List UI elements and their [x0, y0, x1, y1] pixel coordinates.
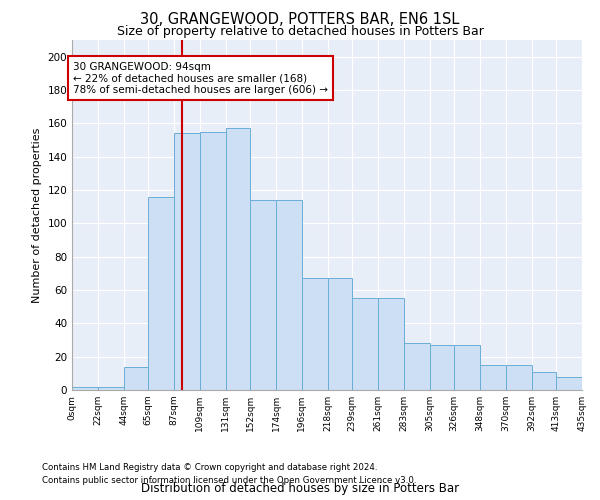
Y-axis label: Number of detached properties: Number of detached properties [32, 128, 42, 302]
Bar [404, 344, 430, 390]
Bar [98, 386, 124, 390]
Bar [556, 376, 582, 390]
Bar [226, 128, 250, 390]
Bar [124, 366, 148, 390]
Bar [250, 200, 276, 390]
Bar [148, 196, 174, 390]
Text: Contains HM Land Registry data © Crown copyright and database right 2024.: Contains HM Land Registry data © Crown c… [42, 464, 377, 472]
Bar [302, 278, 328, 390]
Bar [352, 298, 378, 390]
Text: 30, GRANGEWOOD, POTTERS BAR, EN6 1SL: 30, GRANGEWOOD, POTTERS BAR, EN6 1SL [140, 12, 460, 28]
Text: Size of property relative to detached houses in Potters Bar: Size of property relative to detached ho… [116, 25, 484, 38]
Text: Distribution of detached houses by size in Potters Bar: Distribution of detached houses by size … [141, 482, 459, 495]
Text: 30 GRANGEWOOD: 94sqm
← 22% of detached houses are smaller (168)
78% of semi-deta: 30 GRANGEWOOD: 94sqm ← 22% of detached h… [73, 62, 328, 95]
Bar [72, 386, 98, 390]
Bar [532, 372, 556, 390]
Text: Contains public sector information licensed under the Open Government Licence v3: Contains public sector information licen… [42, 476, 416, 485]
Bar [174, 134, 200, 390]
Bar [276, 200, 302, 390]
Bar [378, 298, 404, 390]
Bar [506, 365, 532, 390]
Bar [480, 365, 506, 390]
Bar [328, 278, 352, 390]
Bar [430, 345, 454, 390]
Bar [454, 345, 480, 390]
Bar [200, 132, 226, 390]
